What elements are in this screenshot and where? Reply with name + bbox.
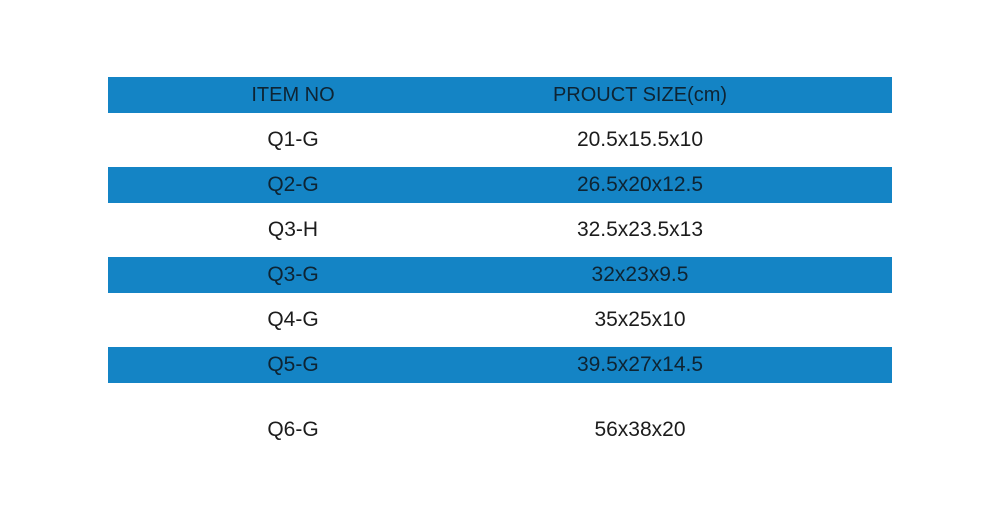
table-header-row: ITEM NO PROUCT SIZE(cm) xyxy=(108,77,892,113)
product-size-cell: 35x25x10 xyxy=(594,308,686,331)
product-size-cell: 39.5x27x14.5 xyxy=(576,353,704,376)
table-row: Q1-G 20.5x15.5x10 xyxy=(108,113,892,167)
product-size-cell: 32.5x23.5x13 xyxy=(576,218,704,241)
table-row: Q6-G 56x38x20 xyxy=(108,383,892,477)
table-row: Q4-G 35x25x10 xyxy=(108,293,892,347)
product-size-cell: 32x23x9.5 xyxy=(591,263,689,286)
item-no-cell: Q4-G xyxy=(267,308,319,331)
item-no-cell: Q6-G xyxy=(267,418,319,441)
table-row: Q3-H 32.5x23.5x13 xyxy=(108,203,892,257)
item-no-cell: Q3-H xyxy=(267,218,319,241)
header-item-no: ITEM NO xyxy=(251,83,335,106)
item-no-cell: Q3-G xyxy=(267,263,319,286)
table-row: Q3-G 32x23x9.5 xyxy=(108,257,892,293)
table-row: Q5-G 39.5x27x14.5 xyxy=(108,347,892,383)
item-no-cell: Q5-G xyxy=(267,353,319,376)
item-no-cell: Q1-G xyxy=(267,128,319,151)
item-no-cell: Q2-G xyxy=(267,173,319,196)
product-size-cell: 26.5x20x12.5 xyxy=(576,173,704,196)
product-size-cell: 56x38x20 xyxy=(594,418,686,441)
product-size-cell: 20.5x15.5x10 xyxy=(576,128,704,151)
product-size-table: ITEM NO PROUCT SIZE(cm) Q1-G 20.5x15.5x1… xyxy=(108,77,892,477)
table-row: Q2-G 26.5x20x12.5 xyxy=(108,167,892,203)
header-product-size: PROUCT SIZE(cm) xyxy=(552,83,728,106)
